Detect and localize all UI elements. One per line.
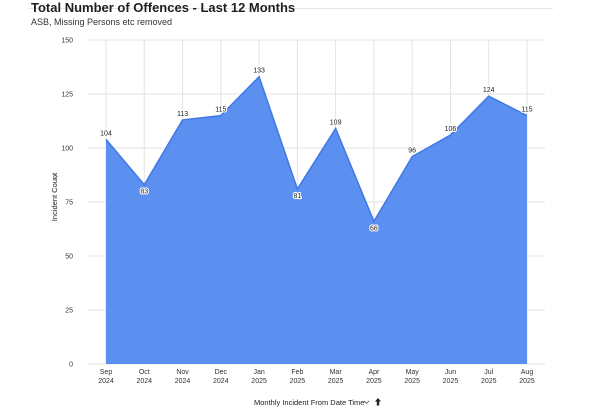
x-tick-label-year: 2024 (98, 378, 114, 385)
x-tick-label-year: 2025 (481, 378, 497, 385)
data-label: 133 (253, 68, 265, 75)
y-axis-title: Incident Count (50, 172, 59, 221)
x-tick-label-month: Jun (445, 369, 456, 376)
y-tick-label: 75 (65, 200, 73, 207)
x-tick-label-month: Jul (484, 369, 493, 376)
x-tick-label-year: 2024 (136, 378, 152, 385)
y-tick-label: 50 (65, 254, 73, 261)
y-tick-label: 0 (69, 362, 73, 369)
x-tick-label-month: Nov (176, 369, 189, 376)
x-tick-label-year: 2025 (366, 378, 382, 385)
data-label: 96 (408, 148, 416, 155)
data-label: 113 (177, 111, 188, 118)
x-axis-ticks: Sep 2024 Oct 2024 Nov 2024 Dec 2024 Jan 2025 Feb 20… (98, 369, 535, 385)
data-label: 66 (370, 225, 378, 232)
area-line (105, 75, 528, 224)
x-tick-label-month: Oct (139, 369, 150, 376)
x-tick-label-month: Feb (291, 369, 303, 376)
x-tick-label-year: 2025 (443, 378, 459, 385)
area-fill (106, 76, 527, 364)
chart-title: Total Number of Offences - Last 12 Month… (31, 0, 296, 15)
x-tick-label-month: Jan (253, 369, 264, 376)
y-tick-label: 100 (61, 146, 73, 153)
chart-subtitle: ASB, Missing Persons etc removed (31, 17, 173, 27)
chevron-down-icon[interactable] (54, 173, 58, 180)
x-tick-label-month: May (406, 369, 420, 376)
x-tick-label-year: 2024 (213, 378, 229, 385)
data-label: 124 (483, 87, 495, 94)
x-tick-label-year: 2025 (519, 378, 535, 385)
y-tick-label: 25 (65, 308, 73, 315)
x-tick-label-year: 2025 (328, 378, 344, 385)
data-labels: 104 83 113 115 133 81 109 66 96 106 124 115 (99, 67, 534, 234)
x-tick-label-month: Sep (100, 369, 113, 376)
data-label: 115 (521, 107, 532, 114)
y-axis-ticks: 0 25 50 75 100 125 150 (61, 38, 73, 369)
up-arrow-icon[interactable] (375, 398, 381, 406)
chevron-down-icon[interactable] (363, 400, 370, 405)
x-tick-label-month: Aug (521, 369, 534, 376)
y-tick-label: 125 (61, 92, 73, 99)
x-tick-label-month: Mar (330, 369, 343, 376)
x-tick-label-year: 2024 (175, 378, 191, 385)
data-label: 81 (293, 193, 301, 200)
header-divider (28, 8, 553, 9)
area-series (105, 75, 528, 364)
data-label: 106 (445, 126, 457, 133)
x-tick-label-year: 2025 (404, 378, 420, 385)
x-axis-title: Monthly Incident From Date Time (254, 398, 364, 407)
x-tick-label-year: 2025 (251, 378, 267, 385)
data-label: 115 (215, 107, 226, 114)
x-tick-label-year: 2025 (290, 378, 306, 385)
data-label: 109 (330, 120, 342, 127)
data-label: 83 (140, 189, 148, 196)
x-tick-label-month: Apr (368, 369, 380, 376)
x-tick-label-month: Dec (215, 369, 228, 376)
axis-titles: Monthly Incident From Date Time Incident … (50, 172, 381, 407)
data-label: 104 (100, 130, 112, 137)
y-tick-label: 150 (61, 38, 73, 45)
